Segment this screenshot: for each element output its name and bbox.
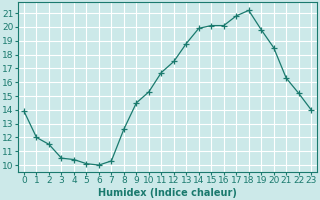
X-axis label: Humidex (Indice chaleur): Humidex (Indice chaleur) bbox=[98, 188, 237, 198]
